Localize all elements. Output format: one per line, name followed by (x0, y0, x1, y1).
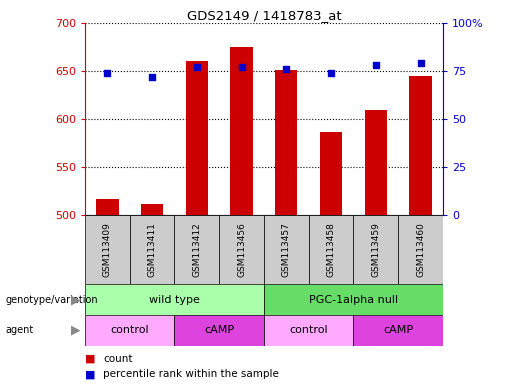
Bar (96, 199, 118, 215)
Point (193, 64, 201, 70)
Text: GSM113409: GSM113409 (103, 222, 112, 277)
Point (237, 64, 246, 70)
Bar (85, 315, 175, 346)
Text: cAMP: cAMP (204, 325, 234, 335)
Bar (353, 315, 443, 346)
Bar (409, 76, 432, 215)
Text: cAMP: cAMP (383, 325, 413, 335)
Point (327, 70, 335, 76)
Text: ■: ■ (85, 354, 95, 364)
Bar (141, 205, 163, 215)
Text: ▶: ▶ (72, 293, 81, 306)
Point (148, 74, 156, 80)
Text: agent: agent (5, 325, 33, 335)
Text: GSM113412: GSM113412 (192, 222, 201, 277)
Text: ■: ■ (85, 369, 95, 379)
Point (372, 62, 380, 68)
Text: GSM113458: GSM113458 (327, 222, 336, 277)
Bar (308, 215, 353, 284)
Bar (353, 215, 398, 284)
Point (417, 60, 425, 66)
Bar (275, 70, 298, 215)
Bar (85, 215, 130, 284)
Text: GSM113456: GSM113456 (237, 222, 246, 277)
Text: ▶: ▶ (72, 324, 81, 337)
Bar (264, 315, 353, 346)
Text: GSM113459: GSM113459 (371, 222, 380, 277)
Bar (85, 284, 264, 315)
Bar (185, 61, 208, 215)
Title: GDS2149 / 1418783_at: GDS2149 / 1418783_at (186, 9, 341, 22)
Bar (264, 215, 308, 284)
Bar (219, 215, 264, 284)
Text: genotype/variation: genotype/variation (5, 295, 98, 305)
Point (103, 70, 111, 76)
Point (282, 66, 290, 72)
Bar (175, 215, 219, 284)
Bar (130, 215, 175, 284)
Text: PGC-1alpha null: PGC-1alpha null (309, 295, 398, 305)
Bar (398, 215, 443, 284)
Text: GSM113460: GSM113460 (416, 222, 425, 277)
Text: GSM113457: GSM113457 (282, 222, 291, 277)
Text: control: control (110, 325, 149, 335)
Text: control: control (289, 325, 328, 335)
Text: wild type: wild type (149, 295, 200, 305)
Bar (230, 47, 253, 215)
Bar (320, 132, 342, 215)
Bar (175, 315, 264, 346)
Text: GSM113411: GSM113411 (148, 222, 157, 277)
Bar (365, 111, 387, 215)
Text: percentile rank within the sample: percentile rank within the sample (103, 369, 279, 379)
Text: count: count (103, 354, 132, 364)
Bar (264, 284, 443, 315)
